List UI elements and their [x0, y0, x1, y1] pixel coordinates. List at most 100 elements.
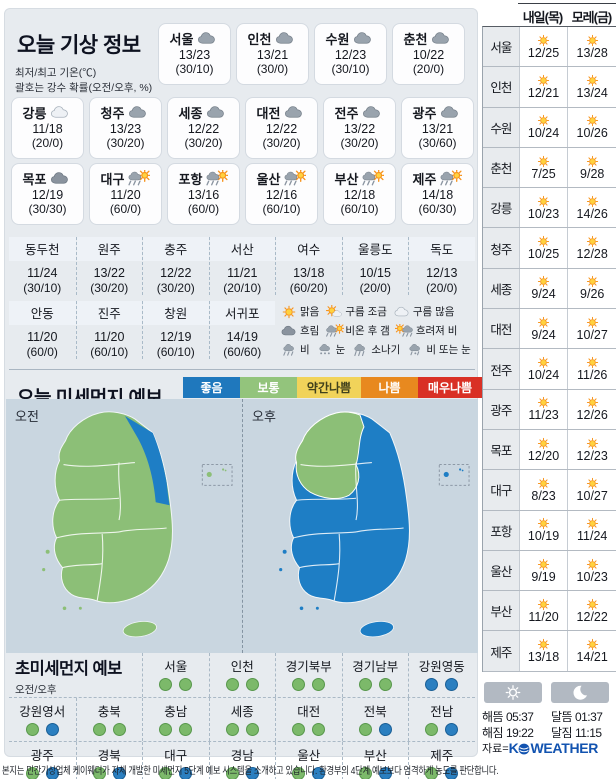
pm-dust-dot	[445, 767, 459, 779]
icon-legend-item: 소나기	[350, 342, 400, 357]
extra-city-col: 창원 12/19 (60/10)	[142, 301, 209, 359]
globe-icon	[519, 743, 530, 754]
weather-card: 수원 12/23 (30/10)	[314, 23, 387, 85]
city-name: 인천	[237, 29, 308, 47]
pm-dust-dot	[312, 678, 326, 691]
icon-legend-item: 구름 많음	[392, 304, 454, 319]
weather-icon-legend: 맑음 구름 조금 구름 많음 흐림 비온 후 갬 흐려져 비 비 눈 소나기 비 또는 눈	[279, 302, 477, 359]
sun-icon	[537, 155, 550, 167]
korea-map-pm	[279, 411, 470, 638]
sun-rain-icon	[394, 323, 413, 337]
precip-prob: (20/0)	[426, 281, 458, 295]
precip-prob: (60/0)	[26, 345, 58, 359]
icon-legend-row: 흐림 비온 후 갬 흐려져 비	[279, 321, 477, 340]
precip-prob: (20/0)	[359, 281, 391, 295]
precip-prob: (60/20)	[289, 281, 328, 295]
city-name: 포항	[483, 510, 519, 550]
section-divider	[9, 369, 475, 370]
am-dust-dot	[225, 678, 239, 691]
sun-icon	[537, 558, 550, 570]
sun-icon	[537, 598, 550, 610]
am-dust-dot	[358, 678, 372, 691]
moonset-time: 달짐 11:15	[551, 726, 602, 740]
am-dust-dot	[92, 767, 106, 779]
sun-icon	[537, 437, 550, 449]
fine-dust-cell: 충북	[75, 698, 143, 741]
extra-city-col: 진주 11/20 (60/10)	[75, 301, 142, 359]
am-dust-dot	[92, 723, 106, 736]
sun-icon	[586, 74, 598, 87]
tomorrow-forecast: 10/19	[518, 510, 568, 550]
fine-dust-cell: 세종	[208, 698, 276, 741]
sun-icon	[586, 34, 598, 46]
temp-low-high: 13/21	[421, 122, 454, 136]
city-name: 세종	[168, 103, 239, 121]
am-dust-dot	[225, 723, 239, 736]
moonrise-time: 달뜸 01:37	[551, 710, 603, 724]
icon-legend-item: 비온 후 갬	[324, 323, 390, 338]
city-name: 서울	[159, 29, 230, 47]
sun-icon	[537, 397, 550, 409]
footer-note: 본지는 민간기상업체 케이웨더가 자체 개발한 미세먼지 5단계 예보 시스템을…	[2, 766, 499, 777]
cloud-gray-icon	[354, 31, 372, 44]
city-cards-row-2: 강릉 11/18 (20/0) 청주 13/23 (30/20) 세종 12/2…	[11, 97, 474, 159]
fine-dust-title: 초미세먼지 예보	[15, 660, 122, 678]
city-cards-row-1: 서울 13/23 (30/10) 인천 13/21 (30/0) 수원 12/2…	[158, 23, 465, 85]
tomorrow-column-header: 내일(목)	[518, 2, 567, 26]
am-dust-dot	[358, 767, 372, 779]
am-dust-dot	[159, 678, 173, 691]
pm-dust-dot	[245, 678, 259, 691]
temp-low-high: 12/22	[187, 122, 220, 136]
dust-level-pill: 나쁨	[361, 377, 418, 398]
am-dust-dot	[425, 767, 439, 779]
sidebar-city-row: 부산 11/20 12/22	[483, 591, 616, 632]
fine-dust-cell: 경남	[208, 742, 276, 779]
sun-icon	[586, 195, 598, 207]
city-name: 포항	[168, 169, 239, 187]
city-name: 진주	[76, 301, 142, 325]
cloud-light-icon	[394, 306, 409, 316]
precip-prob: (60/60)	[223, 345, 262, 359]
precip-prob: (30/20)	[90, 281, 129, 295]
temp-low-high: 11/20	[27, 330, 58, 344]
fine-dust-cell: 대전	[275, 698, 342, 741]
sun-icon	[537, 195, 550, 207]
sun-icon	[586, 115, 598, 127]
temp-low-high: 11/20	[94, 330, 125, 344]
tomorrow-forecast: 12/20	[518, 429, 568, 470]
dust-level-pill: 좋음	[183, 377, 240, 398]
city-name: 대구	[483, 470, 519, 510]
sun-icon	[586, 518, 598, 530]
temp-low-high: 11/21	[227, 266, 258, 280]
city-name: 울릉도	[342, 237, 408, 261]
sun-icon	[537, 518, 550, 530]
cloud-gray-icon	[285, 105, 303, 118]
day-after-forecast: 12/22	[567, 591, 616, 631]
sun-cloud-icon	[326, 304, 343, 316]
region-name: 광주	[30, 749, 54, 763]
am-dust-dot	[292, 723, 306, 736]
precip-prob: (60/10)	[262, 202, 301, 216]
rain-sun-icon	[440, 169, 463, 185]
region-name: 강원영동	[418, 660, 465, 674]
icon-legend-item: 구름 조금	[324, 304, 387, 319]
temp-low-high: 13/22	[343, 122, 376, 136]
am-dust-dot	[425, 678, 439, 691]
am-dust-dot	[25, 767, 39, 779]
city-name: 수원	[315, 29, 386, 47]
tomorrow-forecast: 9/24	[518, 309, 568, 349]
sidebar-city-row: 춘천 7/25 9/28	[483, 147, 616, 189]
extra-city-col: 안동 11/20 (60/0)	[9, 301, 76, 359]
fine-dust-cell: 대구	[142, 742, 209, 779]
extra-city-col: 동두천 11/24 (30/10)	[9, 237, 76, 295]
fine-dust-cell: 충남	[142, 698, 209, 741]
precip-prob: (20/10)	[223, 281, 262, 295]
fine-dust-cell: 제주	[408, 742, 475, 779]
tomorrow-forecast: 10/24	[518, 349, 568, 389]
sun-icon	[537, 276, 550, 288]
fine-dust-cell: 강원영동	[408, 653, 475, 697]
sun-icon	[586, 558, 598, 570]
icon-legend-item: 맑음	[279, 304, 319, 319]
tomorrow-forecast: 12/21	[518, 67, 568, 107]
